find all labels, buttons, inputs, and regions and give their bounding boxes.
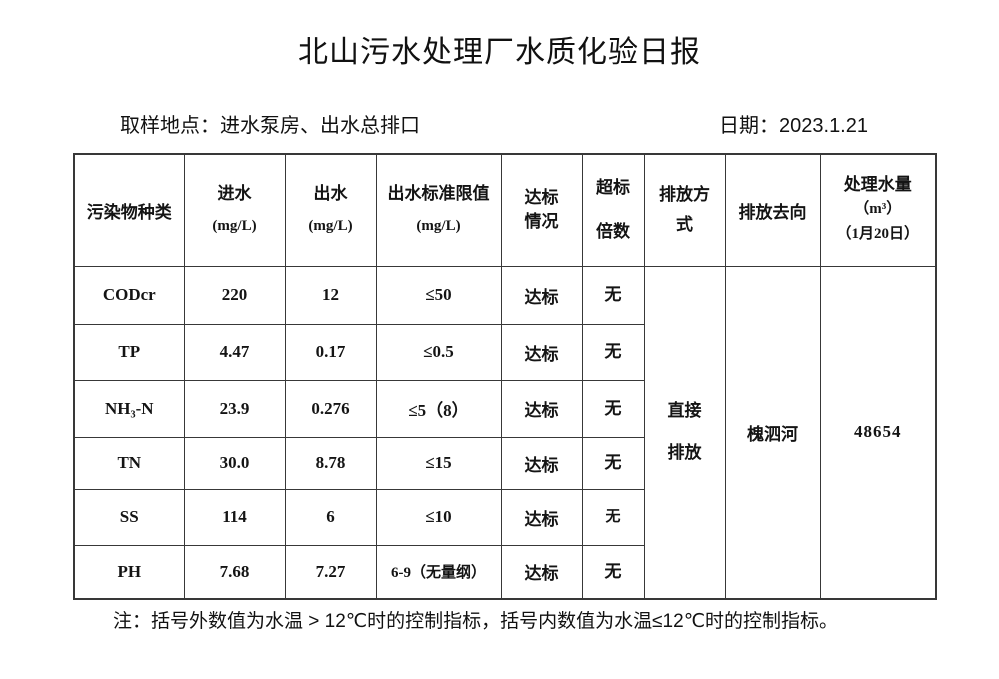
compliance-status: 达标: [500, 436, 583, 490]
pollutant-name: TP: [73, 323, 185, 381]
effluent-value: 8.78: [284, 436, 377, 490]
pollutant-name: CODcr: [73, 265, 185, 325]
influent-value: 7.68: [183, 544, 286, 600]
treated-volume-value: 48654: [819, 265, 937, 600]
table-row: TP 4.47 0.17 ≤0.5 达标 无: [73, 323, 936, 381]
col-header-volume-title: 处理水量: [843, 175, 912, 195]
col-header-discharge-destination-label: 排放去向: [738, 202, 807, 222]
exceed-multiple: 无: [581, 379, 645, 438]
col-header-pollutant-label: 污染物种类: [86, 202, 172, 222]
discharge-destination-value: 槐泗河: [724, 265, 821, 600]
col-header-compliance-line2: 情况: [524, 212, 559, 232]
col-header-pollutant: 污染物种类: [73, 153, 185, 267]
col-header-influent-unit: (mg/L): [212, 218, 257, 235]
col-header-influent-label: 进水: [217, 184, 252, 204]
col-header-influent: 进水 (mg/L): [183, 153, 286, 267]
col-header-limit: 出水标准限值 (mg/L): [375, 153, 502, 267]
limit-value: 6-9（无量纲）: [375, 544, 502, 600]
compliance-status: 达标: [500, 544, 583, 600]
influent-value: 23.9: [183, 379, 286, 438]
report-title: 北山污水处理厂水质化验日报: [298, 36, 701, 69]
compliance-status: 达标: [500, 488, 583, 546]
table-row: PH 7.68 7.27 6-9（无量纲） 达标 无: [73, 544, 936, 600]
col-header-discharge-method: 排放方式: [643, 153, 726, 267]
col-header-effluent: 出水 (mg/L): [284, 153, 377, 267]
footnote: 注：括号外数值为水温 > 12℃时的控制指标，括号内数值为水温≤12℃时的控制指…: [113, 611, 839, 632]
limit-value: ≤5（8）: [375, 379, 502, 438]
limit-value: ≤50: [375, 265, 502, 325]
effluent-value: 12: [284, 265, 377, 325]
sampling-location: 取样地点：进水泵房、出水总排口: [120, 115, 420, 137]
pollutant-name: PH: [73, 544, 185, 600]
water-quality-table: 污染物种类 进水 (mg/L) 出水 (mg/L) 出水标准限值 (mg/L) …: [73, 153, 937, 600]
discharge-method-value: 直接排放: [643, 265, 726, 600]
table-row: NH₃-N 23.9 0.276 ≤5（8） 达标 无: [73, 379, 936, 438]
col-header-limit-label: 出水标准限值: [387, 184, 490, 204]
pollutant-name: SS: [73, 488, 185, 546]
header-row: 污染物种类 进水 (mg/L) 出水 (mg/L) 出水标准限值 (mg/L) …: [73, 153, 937, 267]
col-header-volume-date: （1月20日）: [836, 226, 919, 243]
effluent-value: 0.276: [284, 379, 377, 438]
limit-value: ≤15: [375, 436, 502, 490]
col-header-limit-unit: (mg/L): [416, 218, 461, 235]
col-header-compliance: 达标 情况: [500, 153, 583, 267]
col-header-discharge-destination: 排放去向: [724, 153, 821, 267]
exceed-multiple: 无: [581, 265, 645, 325]
col-header-exceed-line1: 超标: [596, 178, 630, 198]
effluent-value: 7.27: [284, 544, 377, 600]
table-row: TN 30.0 8.78 ≤15 达标 无: [73, 436, 936, 490]
col-header-compliance-line1: 达标: [524, 188, 559, 208]
compliance-status: 达标: [500, 265, 583, 325]
compliance-status: 达标: [500, 323, 583, 381]
influent-value: 4.47: [183, 323, 286, 381]
exceed-multiple: 无: [581, 544, 645, 600]
table-row: CODcr 220 12 ≤50 达标 无 直接排放 槐泗河 48654: [73, 265, 937, 600]
col-header-treated-volume: 处理水量 （m³） （1月20日）: [819, 153, 937, 267]
meta-row: 取样地点：进水泵房、出水总排口 日期：2023.1.21: [120, 113, 868, 140]
limit-value: ≤0.5: [375, 323, 502, 381]
influent-value: 220: [183, 265, 286, 325]
col-header-exceed-line2: 倍数: [596, 222, 630, 242]
col-header-discharge-method-label: 排放方式: [658, 185, 710, 235]
col-header-volume-unit: （m³）: [854, 201, 902, 218]
col-header-effluent-label: 出水: [313, 184, 348, 204]
exceed-multiple: 无: [581, 323, 645, 381]
table-row: SS 114 6 ≤10 达标 无: [73, 488, 936, 546]
pollutant-name: TN: [73, 436, 185, 490]
effluent-value: 0.17: [284, 323, 377, 381]
exceed-multiple: 无: [581, 436, 645, 490]
limit-value: ≤10: [375, 488, 502, 546]
effluent-value: 6: [284, 488, 377, 546]
col-header-exceed-multiple: 超标 倍数: [581, 153, 645, 267]
pollutant-name: NH₃-N: [73, 379, 185, 438]
report-date: 日期：2023.1.21: [719, 115, 868, 137]
influent-value: 30.0: [183, 436, 286, 490]
influent-value: 114: [183, 488, 286, 546]
compliance-status: 达标: [500, 379, 583, 438]
discharge-method-text: 直接排放: [667, 401, 702, 463]
exceed-multiple: 无: [581, 488, 645, 546]
col-header-effluent-unit: (mg/L): [308, 218, 353, 235]
